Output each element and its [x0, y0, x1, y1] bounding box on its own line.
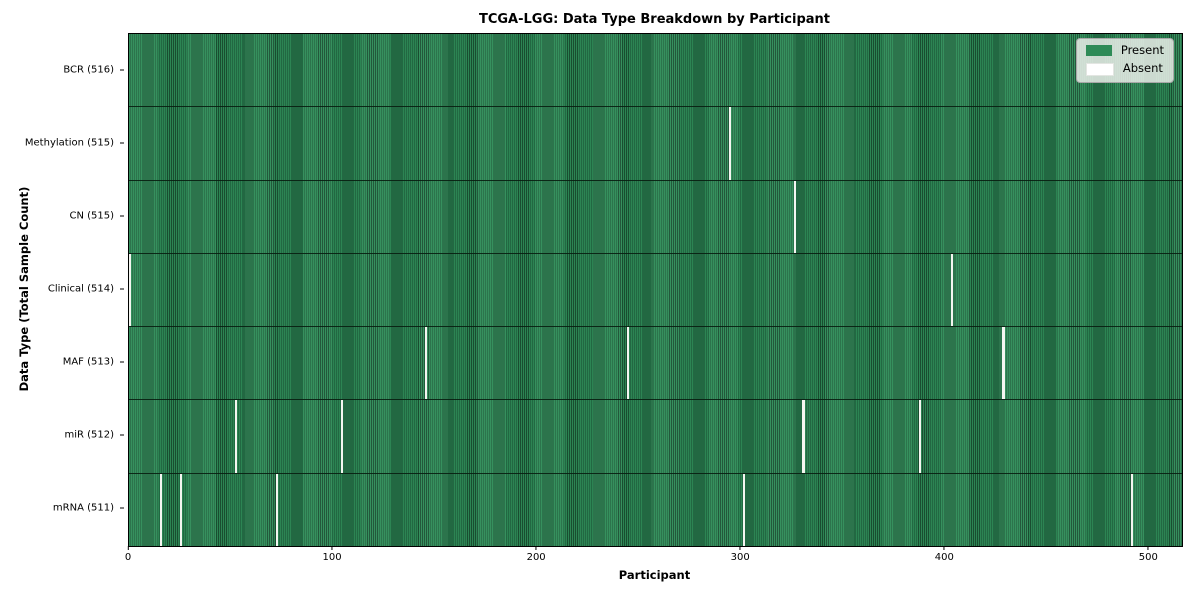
y-axis-tick-labels: BCR (516) Methylation (515) CN (515) Clinic… — [0, 33, 124, 545]
y-tick-label-CN: CN (515) — [69, 210, 114, 222]
absent-gap-mRNA-25 — [180, 473, 183, 546]
absent-gap-miR-52 — [235, 400, 238, 473]
row-Clinical — [129, 252, 1182, 327]
y-tick-mark — [120, 507, 124, 509]
y-tick-mark — [120, 361, 124, 363]
absent-gap-mRNA-15 — [159, 473, 162, 546]
y-tick-mark — [120, 69, 124, 71]
plot-area: Present Absent — [128, 33, 1183, 547]
row-Methylation — [129, 106, 1182, 180]
x-tick-400: 400 — [935, 546, 954, 563]
y-tick-mark — [120, 215, 124, 217]
absent-gap-mRNA-72 — [275, 473, 279, 546]
x-tick-200: 200 — [527, 546, 546, 563]
row-MAF — [129, 326, 1182, 400]
y-tick-label-MAF: MAF (513) — [62, 356, 114, 368]
present-swatch — [1085, 45, 1112, 57]
y-tick-label-Methylation: Methylation (515) — [24, 137, 114, 149]
x-tick-100: 100 — [323, 546, 342, 563]
legend-label-absent: Absent — [1122, 61, 1163, 76]
legend: Present Absent — [1075, 38, 1174, 83]
x-tick-label: 400 — [934, 552, 954, 563]
x-tick-500: 500 — [1139, 546, 1158, 563]
absent-gap-MAF-145 — [424, 327, 427, 400]
absent-gap-Methylation-294 — [728, 107, 732, 180]
x-tick-mark — [1147, 546, 1149, 550]
y-tick-label-BCR: BCR (516) — [63, 64, 114, 76]
row-miR — [129, 399, 1182, 473]
x-tick-label: 300 — [730, 552, 750, 563]
x-tick-label: 500 — [1138, 552, 1158, 563]
x-tick-mark — [127, 546, 129, 550]
x-tick-300: 300 — [731, 546, 750, 563]
y-tick-mark — [120, 142, 124, 144]
legend-label-present: Present — [1120, 43, 1164, 57]
y-tick-mark — [120, 288, 124, 290]
x-tick-mark — [331, 546, 333, 550]
x-tick-0: 0 — [125, 546, 131, 563]
y-tick-label-Clinical: Clinical (514) — [47, 283, 114, 295]
row-BCR — [129, 34, 1182, 106]
absent-swatch — [1085, 62, 1114, 76]
absent-gap-mRNA-301 — [743, 473, 746, 546]
absent-gap-miR-104 — [341, 400, 344, 473]
absent-gap-miR-387 — [918, 400, 921, 473]
x-tick-mark — [535, 546, 537, 550]
x-tick-label: 200 — [526, 552, 546, 563]
x-tick-label: 0 — [124, 552, 132, 563]
row-CN — [129, 179, 1182, 253]
absent-gap-CN-326 — [794, 180, 797, 253]
y-tick-label-miR: miR (512) — [64, 429, 114, 441]
x-tick-mark — [739, 546, 741, 550]
legend-item-absent: Absent — [1085, 61, 1164, 76]
absent-gap-Clinical-403 — [951, 253, 954, 327]
row-mRNA — [129, 472, 1182, 546]
absent-gap-Clinical-0 — [129, 253, 132, 327]
x-axis-label: Participant — [618, 568, 691, 582]
x-tick-label: 100 — [322, 552, 342, 563]
absent-gap-MAF-244 — [626, 327, 630, 400]
x-tick-mark — [943, 546, 945, 550]
x-axis-ticks: 0 100 200 300 400 500 — [125, 546, 1181, 568]
absent-gap-mRNA-491 — [1130, 473, 1134, 546]
chart-title: TCGA-LGG: Data Type Breakdown by Partici… — [478, 12, 831, 27]
y-tick-mark — [120, 434, 124, 436]
absent-gap-miR-330 — [802, 400, 805, 473]
y-tick-label-mRNA: mRNA (511) — [52, 502, 114, 514]
absent-gap-MAF-428 — [1002, 327, 1005, 400]
legend-item-present: Present — [1085, 43, 1164, 57]
